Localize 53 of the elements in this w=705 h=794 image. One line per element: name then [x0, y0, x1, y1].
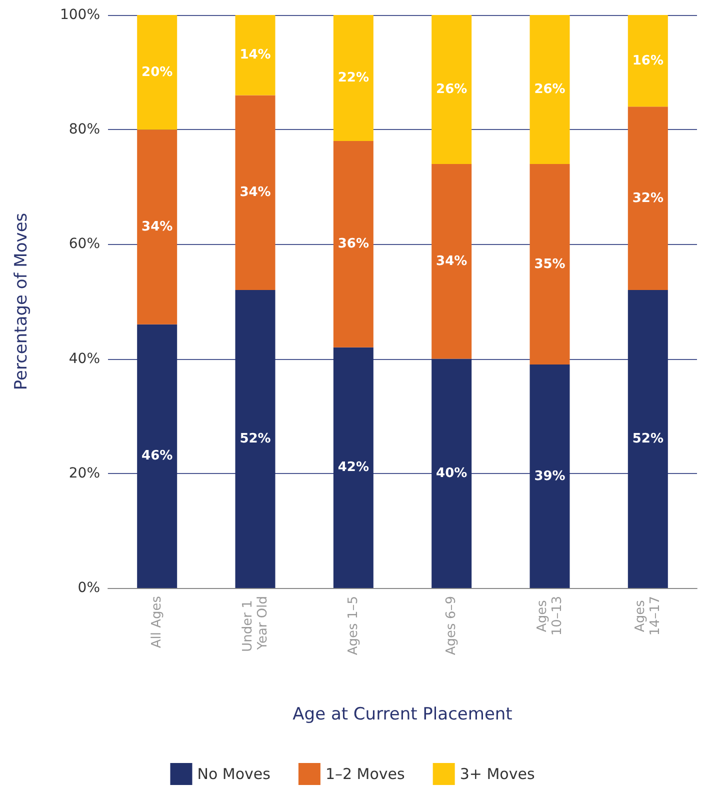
- y-tick-label: 0%: [78, 580, 100, 596]
- data-label: 16%: [632, 53, 664, 68]
- bar: [530, 364, 570, 588]
- x-axis-title: Age at Current Placement: [292, 704, 513, 724]
- data-label: 42%: [338, 460, 369, 476]
- y-tick-label: 80%: [68, 122, 100, 138]
- bar: [137, 324, 178, 588]
- data-label: 39%: [534, 468, 566, 484]
- bar: [628, 15, 668, 107]
- bar: [235, 15, 276, 96]
- y-tick-label: 40%: [68, 350, 100, 367]
- x-tick-label: All Ages: [150, 596, 165, 648]
- x-tick-label: Under 1 Year Old: [240, 596, 270, 652]
- bar: [137, 15, 178, 130]
- bar: [333, 347, 374, 588]
- bar: [333, 15, 374, 142]
- bar: [628, 106, 668, 290]
- bar: [235, 290, 276, 588]
- x-tick-label: Ages 14–17: [632, 596, 663, 636]
- y-tick-label: 60%: [68, 236, 100, 252]
- data-label: 36%: [338, 236, 369, 252]
- data-label: 32%: [632, 190, 664, 206]
- y-axis-title: Percentage of Moves: [12, 212, 32, 390]
- data-label: 35%: [534, 256, 566, 272]
- bar: [530, 15, 570, 164]
- data-label: 22%: [338, 70, 369, 86]
- bar: [235, 95, 276, 290]
- x-tick-label: Ages 6–9: [444, 596, 460, 656]
- bar: [432, 164, 472, 359]
- data-label: 20%: [142, 64, 173, 80]
- data-label: 52%: [240, 432, 271, 447]
- bar: [530, 164, 570, 365]
- data-label: 40%: [436, 466, 468, 481]
- data-label: 26%: [534, 82, 566, 97]
- bar: [432, 15, 472, 164]
- x-tick-label: Ages 1–5: [346, 596, 361, 656]
- bar: [137, 130, 178, 324]
- y-tick-label: 100%: [60, 7, 100, 23]
- legend-label: 1–2 Moves: [325, 765, 406, 783]
- data-label: 52%: [632, 432, 664, 447]
- data-label: 34%: [240, 185, 271, 200]
- bar: [628, 290, 668, 588]
- bar: [333, 141, 374, 348]
- data-label: 34%: [142, 220, 173, 235]
- data-label: 46%: [142, 448, 173, 464]
- legend-label: 3+ Moves: [460, 765, 535, 783]
- legend-label: No Moves: [197, 765, 271, 783]
- data-label: 34%: [436, 254, 468, 269]
- bar: [432, 358, 472, 588]
- y-tick-label: 20%: [68, 465, 100, 482]
- x-tick-label: Ages 10–13: [534, 596, 565, 636]
- data-label: 14%: [240, 48, 271, 63]
- data-label: 26%: [436, 82, 468, 97]
